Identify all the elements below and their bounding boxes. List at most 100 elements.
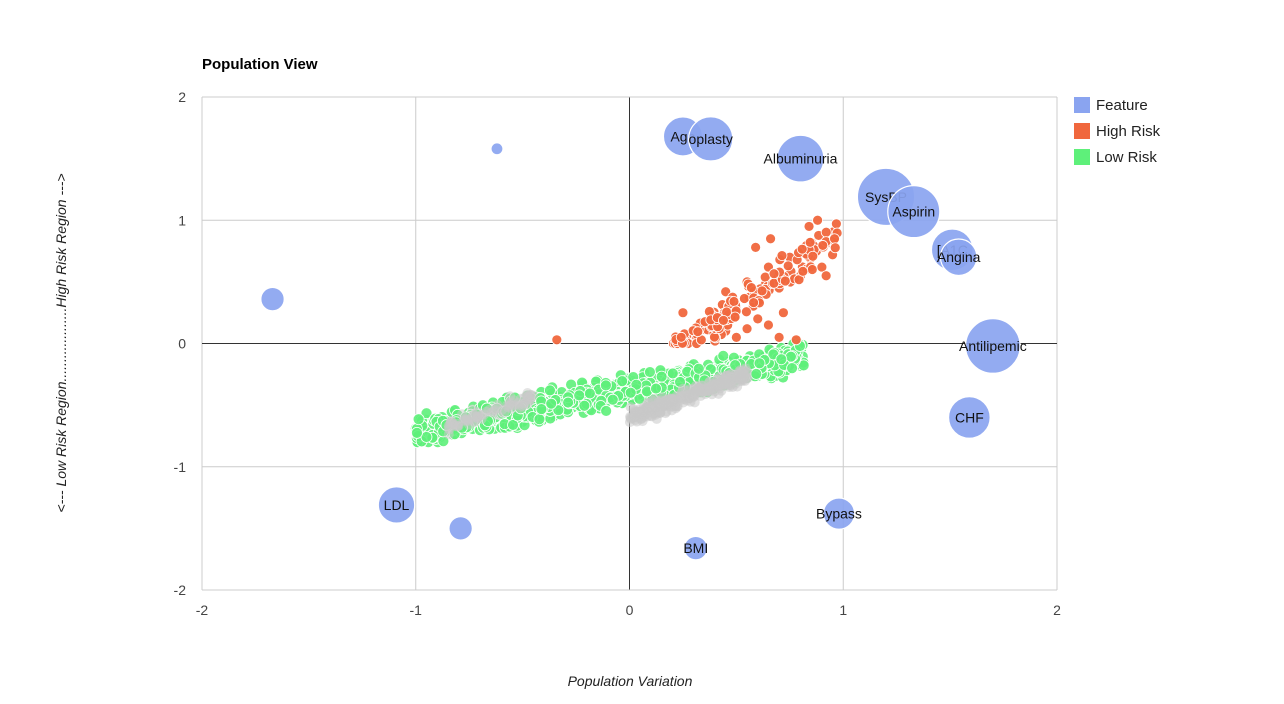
high-risk-point bbox=[806, 264, 818, 275]
feature-bubble-label: Albuminuria bbox=[764, 151, 838, 167]
feature-bubble[interactable]: Antilipemic bbox=[959, 318, 1027, 374]
legend-label: Feature bbox=[1096, 97, 1148, 114]
low-risk-point bbox=[535, 403, 548, 416]
low-risk-point bbox=[664, 393, 675, 404]
x-tick-label: 1 bbox=[839, 602, 847, 618]
high-risk-point bbox=[730, 331, 742, 343]
chart-title: Population View bbox=[202, 56, 318, 73]
feature-bubble[interactable]: oplasty bbox=[688, 116, 734, 162]
low-risk-point bbox=[600, 379, 612, 392]
low-risk-point bbox=[525, 389, 536, 400]
y-tick-label: 2 bbox=[178, 89, 186, 105]
feature-bubble-circle[interactable] bbox=[947, 396, 991, 439]
feature-bubble[interactable]: CHF bbox=[947, 396, 991, 439]
legend-label: High Risk bbox=[1096, 123, 1161, 140]
feature-bubble-circle[interactable] bbox=[490, 142, 504, 156]
high-risk-point bbox=[677, 307, 689, 319]
low-risk-point bbox=[671, 401, 682, 412]
high-risk-point bbox=[820, 226, 832, 238]
feature-bubble[interactable]: Aspirin bbox=[887, 185, 941, 239]
low-risk-point bbox=[505, 391, 516, 402]
legend-swatch bbox=[1074, 97, 1090, 113]
feature-bubble-label: CHF bbox=[955, 409, 984, 425]
high-risk-point bbox=[829, 242, 841, 254]
low-risk-point bbox=[533, 413, 546, 426]
high-risk-point bbox=[812, 214, 823, 226]
x-axis-title: Population Variation bbox=[568, 673, 693, 689]
x-tick-label: 0 bbox=[626, 602, 634, 618]
feature-bubble-circle[interactable] bbox=[377, 486, 416, 524]
y-tick-label: -1 bbox=[174, 459, 187, 475]
low-risk-point bbox=[606, 393, 619, 406]
feature-bubble-circle[interactable] bbox=[260, 286, 285, 312]
low-risk-point bbox=[624, 386, 637, 399]
feature-bubble-circle[interactable] bbox=[939, 238, 978, 277]
feature-bubble-label: Angina bbox=[937, 249, 981, 265]
high-risk-point bbox=[692, 326, 704, 338]
low-risk-point bbox=[492, 399, 503, 410]
low-risk-point bbox=[650, 382, 662, 395]
low-risk-point bbox=[544, 384, 556, 397]
low-risk-point bbox=[420, 407, 433, 420]
low-risk-point bbox=[775, 353, 788, 366]
low-risk-point bbox=[632, 406, 643, 417]
high-risk-point bbox=[776, 250, 788, 261]
feature-bubble[interactable]: Bypass bbox=[816, 497, 862, 530]
y-tick-label: 1 bbox=[178, 212, 186, 228]
feature-bubble[interactable] bbox=[490, 142, 504, 156]
feature-bubble[interactable]: LDL bbox=[377, 486, 416, 524]
feature-bubble[interactable]: BMI bbox=[683, 535, 709, 561]
high-risk-point bbox=[796, 243, 808, 255]
low-risk-point bbox=[412, 413, 425, 426]
low-risk-point bbox=[507, 419, 519, 431]
low-risk-point bbox=[655, 406, 666, 417]
high-risk-point bbox=[729, 311, 741, 323]
x-tick-label: -1 bbox=[410, 602, 423, 618]
high-risk-point bbox=[829, 233, 840, 245]
low-risk-point bbox=[654, 399, 665, 410]
high-risk-point bbox=[752, 313, 764, 325]
high-risk-point bbox=[782, 260, 794, 272]
feature-bubble-circle[interactable] bbox=[822, 497, 856, 530]
feature-bubble-label: oplasty bbox=[689, 131, 733, 147]
feature-bubble-circle[interactable] bbox=[964, 318, 1021, 374]
low-risk-point bbox=[717, 349, 730, 362]
feature-bubble[interactable] bbox=[448, 516, 473, 541]
high-risk-point bbox=[773, 331, 785, 343]
high-risk-point bbox=[804, 236, 816, 248]
low-risk-point bbox=[453, 420, 464, 431]
low-risk-point bbox=[707, 389, 718, 400]
low-risk-point bbox=[573, 389, 586, 402]
feature-bubble[interactable]: Angina bbox=[937, 238, 981, 277]
low-risk-point bbox=[718, 373, 729, 384]
high-risk-point bbox=[748, 297, 760, 309]
high-risk-point bbox=[807, 250, 819, 262]
feature-bubble-circle[interactable] bbox=[887, 185, 941, 239]
low-risk-series bbox=[409, 336, 810, 449]
high-risk-point bbox=[790, 334, 802, 346]
high-risk-point bbox=[750, 241, 762, 253]
low-risk-point bbox=[600, 405, 613, 417]
feature-bubble[interactable]: Albuminuria bbox=[764, 134, 838, 183]
feature-bubble-circle[interactable] bbox=[683, 535, 709, 561]
feature-series: LDLAgeoplastyAlbuminuriaSysBPAspirin[A1C… bbox=[260, 116, 1027, 561]
high-risk-point bbox=[756, 285, 768, 297]
x-axis-ticks: -2 -1 0 1 2 bbox=[196, 602, 1061, 618]
low-risk-point bbox=[501, 400, 512, 411]
legend-swatch bbox=[1074, 123, 1090, 139]
high-risk-point bbox=[738, 293, 750, 304]
feature-bubble-circle[interactable] bbox=[776, 134, 825, 183]
y-tick-label: 0 bbox=[178, 336, 186, 352]
feature-bubble-circle[interactable] bbox=[688, 116, 734, 162]
feature-bubble[interactable] bbox=[260, 286, 285, 312]
low-risk-point bbox=[644, 366, 656, 378]
legend: Feature High Risk Low Risk bbox=[1074, 97, 1161, 166]
legend-swatch bbox=[1074, 149, 1090, 165]
high-risk-point bbox=[741, 323, 753, 335]
feature-bubble-circle[interactable] bbox=[448, 516, 473, 541]
high-risk-point bbox=[763, 319, 774, 331]
y-axis-ticks: -2 -1 0 1 2 bbox=[174, 89, 187, 598]
low-risk-point bbox=[693, 382, 704, 393]
low-risk-point bbox=[692, 362, 705, 375]
high-risk-point bbox=[820, 270, 832, 282]
